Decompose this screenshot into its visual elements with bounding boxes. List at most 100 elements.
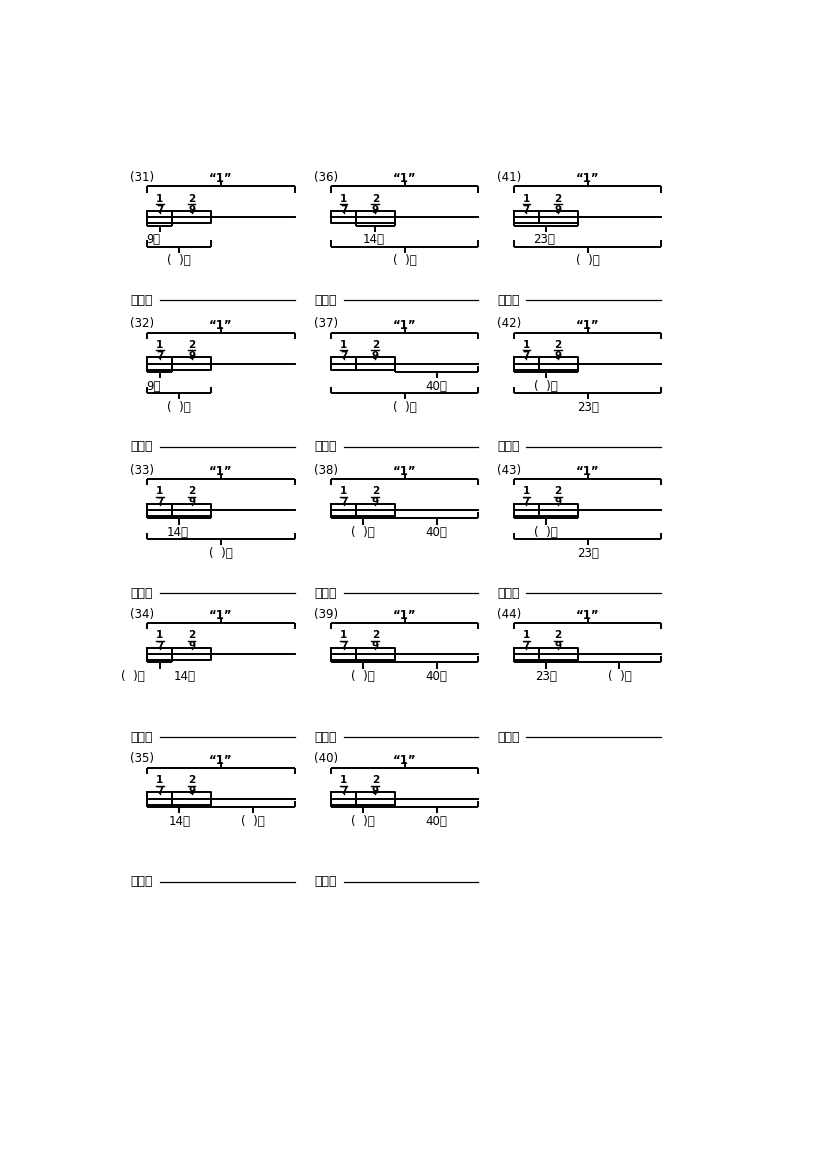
Text: 2: 2 [188, 486, 195, 497]
Text: 9: 9 [188, 497, 195, 507]
Text: (34): (34) [131, 608, 154, 621]
Text: 9米: 9米 [146, 380, 160, 393]
Text: 1: 1 [156, 775, 164, 786]
Text: 1: 1 [339, 630, 347, 641]
Text: 9: 9 [372, 351, 379, 361]
Text: 7: 7 [339, 786, 347, 796]
Text: (37): (37) [314, 317, 338, 331]
Text: (33): (33) [131, 464, 154, 477]
Text: 9: 9 [146, 234, 154, 247]
Text: 7: 7 [156, 786, 164, 796]
Text: 2: 2 [372, 775, 379, 786]
Text: (  )米: ( )米 [351, 526, 375, 539]
Text: 7: 7 [523, 641, 530, 651]
Text: 列式：: 列式： [497, 731, 520, 743]
Text: 列式：: 列式： [314, 876, 336, 888]
Text: (  )米: ( )米 [393, 401, 416, 414]
Text: 1: 1 [156, 340, 164, 350]
Text: 9: 9 [188, 641, 195, 651]
Text: (  )米: ( )米 [121, 670, 145, 683]
Text: (42): (42) [497, 317, 521, 331]
Text: 14米: 14米 [167, 526, 188, 539]
Text: (  )米: ( )米 [393, 254, 416, 268]
Text: “1”: “1” [576, 319, 600, 332]
Text: 列式：: 列式： [314, 731, 336, 743]
Text: 7: 7 [339, 497, 347, 507]
Text: “1”: “1” [209, 609, 233, 622]
Text: (  )米: ( )米 [608, 670, 631, 683]
Text: “1”: “1” [209, 465, 233, 478]
Text: 7: 7 [523, 205, 530, 215]
Text: 14米: 14米 [363, 234, 385, 247]
Text: 1: 1 [156, 630, 164, 641]
Text: 2: 2 [554, 486, 562, 497]
Text: 40米: 40米 [425, 670, 448, 683]
Text: 23米: 23米 [534, 234, 555, 247]
Text: 列式：: 列式： [131, 587, 153, 600]
Text: 9: 9 [372, 497, 379, 507]
Text: 7: 7 [339, 205, 347, 215]
Text: 1: 1 [156, 486, 164, 497]
Text: 7: 7 [156, 351, 164, 361]
Text: 列式：: 列式： [497, 293, 520, 307]
Text: 1: 1 [339, 486, 347, 497]
Text: (  )米: ( )米 [576, 254, 600, 268]
Text: 列式：: 列式： [314, 293, 336, 307]
Text: 9: 9 [188, 786, 195, 796]
Text: 9: 9 [554, 641, 562, 651]
Text: 2: 2 [554, 194, 562, 203]
Text: “1”: “1” [393, 465, 416, 478]
Text: 7: 7 [339, 641, 347, 651]
Text: 9: 9 [188, 351, 195, 361]
Text: 7: 7 [156, 497, 164, 507]
Text: “1”: “1” [393, 172, 416, 185]
Text: 2: 2 [188, 340, 195, 350]
Text: (  )米: ( )米 [168, 401, 191, 414]
Text: (  )米: ( )米 [534, 526, 558, 539]
Text: (43): (43) [497, 464, 521, 477]
Text: 14米: 14米 [169, 815, 190, 828]
Text: 列式：: 列式： [497, 587, 520, 600]
Text: 7: 7 [156, 641, 164, 651]
Text: (31): (31) [131, 171, 154, 184]
Text: 1: 1 [523, 340, 530, 350]
Text: 9: 9 [372, 205, 379, 215]
Text: 米: 米 [153, 234, 160, 247]
Text: (38): (38) [314, 464, 338, 477]
Text: 列式：: 列式： [131, 731, 153, 743]
Text: (  )米: ( )米 [351, 670, 375, 683]
Text: (  )米: ( )米 [209, 547, 233, 560]
Text: 2: 2 [372, 194, 379, 203]
Text: “1”: “1” [393, 319, 416, 332]
Text: 9: 9 [554, 351, 562, 361]
Text: 7: 7 [523, 351, 530, 361]
Text: (  )米: ( )米 [168, 254, 191, 268]
Text: “1”: “1” [393, 609, 416, 622]
Text: 40米: 40米 [425, 526, 448, 539]
Text: 2: 2 [372, 340, 379, 350]
Text: “1”: “1” [576, 465, 600, 478]
Text: 7: 7 [156, 205, 164, 215]
Text: 23米: 23米 [577, 401, 599, 414]
Text: 23米: 23米 [535, 670, 557, 683]
Text: 2: 2 [372, 630, 379, 641]
Text: 2: 2 [554, 630, 562, 641]
Text: 2: 2 [188, 630, 195, 641]
Text: 40米: 40米 [425, 815, 448, 828]
Text: “1”: “1” [393, 754, 416, 767]
Text: (41): (41) [497, 171, 521, 184]
Text: (39): (39) [314, 608, 338, 621]
Text: 列式：: 列式： [314, 587, 336, 600]
Text: 1: 1 [339, 775, 347, 786]
Text: 1: 1 [156, 194, 164, 203]
Text: 7: 7 [523, 497, 530, 507]
Text: (40): (40) [314, 753, 338, 766]
Text: (32): (32) [131, 317, 154, 331]
Text: 14米: 14米 [173, 670, 196, 683]
Text: 列式：: 列式： [131, 441, 153, 454]
Text: 1: 1 [523, 630, 530, 641]
Text: 40米: 40米 [425, 380, 448, 393]
Text: 9: 9 [372, 641, 379, 651]
Text: (  )米: ( )米 [534, 380, 558, 393]
Text: 9: 9 [372, 786, 379, 796]
